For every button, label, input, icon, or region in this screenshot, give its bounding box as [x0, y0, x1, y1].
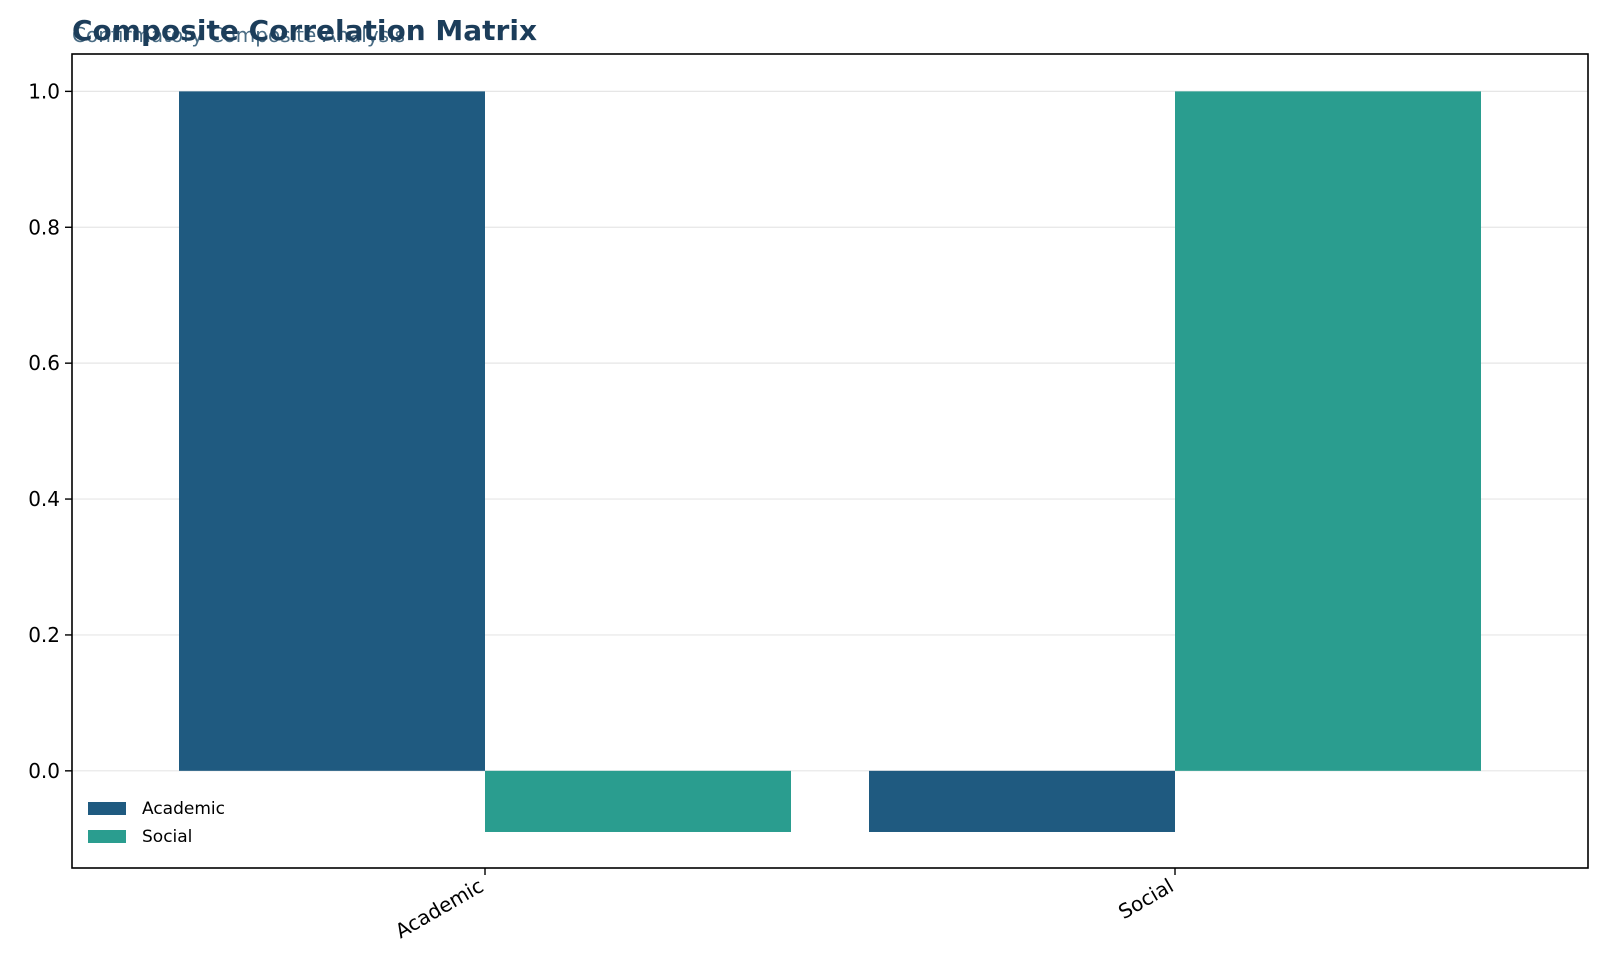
y-tick-label: 0.0: [28, 759, 60, 783]
bar-social-academic: [485, 770, 791, 832]
chart-title: Composite Correlation Matrix: [72, 14, 537, 47]
y-tick-label: 1.0: [28, 79, 60, 103]
x-axis: Academic Social: [391, 868, 1178, 943]
legend-label-social: Social: [142, 827, 192, 847]
chart-subtitle: Confirmatory Composite Analysis: [72, 23, 405, 47]
legend-swatch-academic: [88, 802, 126, 815]
bar-social-social: [1175, 91, 1481, 771]
x-tick-label: Academic: [391, 874, 488, 944]
y-axis: 0.0 0.2 0.4 0.6 0.8 1.0: [28, 79, 72, 783]
legend-label-academic: Academic: [142, 799, 225, 819]
y-tick-label: 0.6: [28, 351, 60, 375]
y-tick-label: 0.4: [28, 487, 60, 511]
y-tick-label: 0.8: [28, 215, 60, 239]
bar-academic-academic: [179, 91, 485, 771]
legend: Academic Social: [88, 799, 225, 847]
bars-group: [179, 91, 1481, 832]
legend-swatch-social: [88, 830, 126, 843]
x-tick-label: Social: [1114, 874, 1177, 924]
bar-academic-social: [869, 770, 1175, 832]
y-tick-label: 0.2: [28, 623, 60, 647]
plot-frame: [71, 53, 1589, 869]
